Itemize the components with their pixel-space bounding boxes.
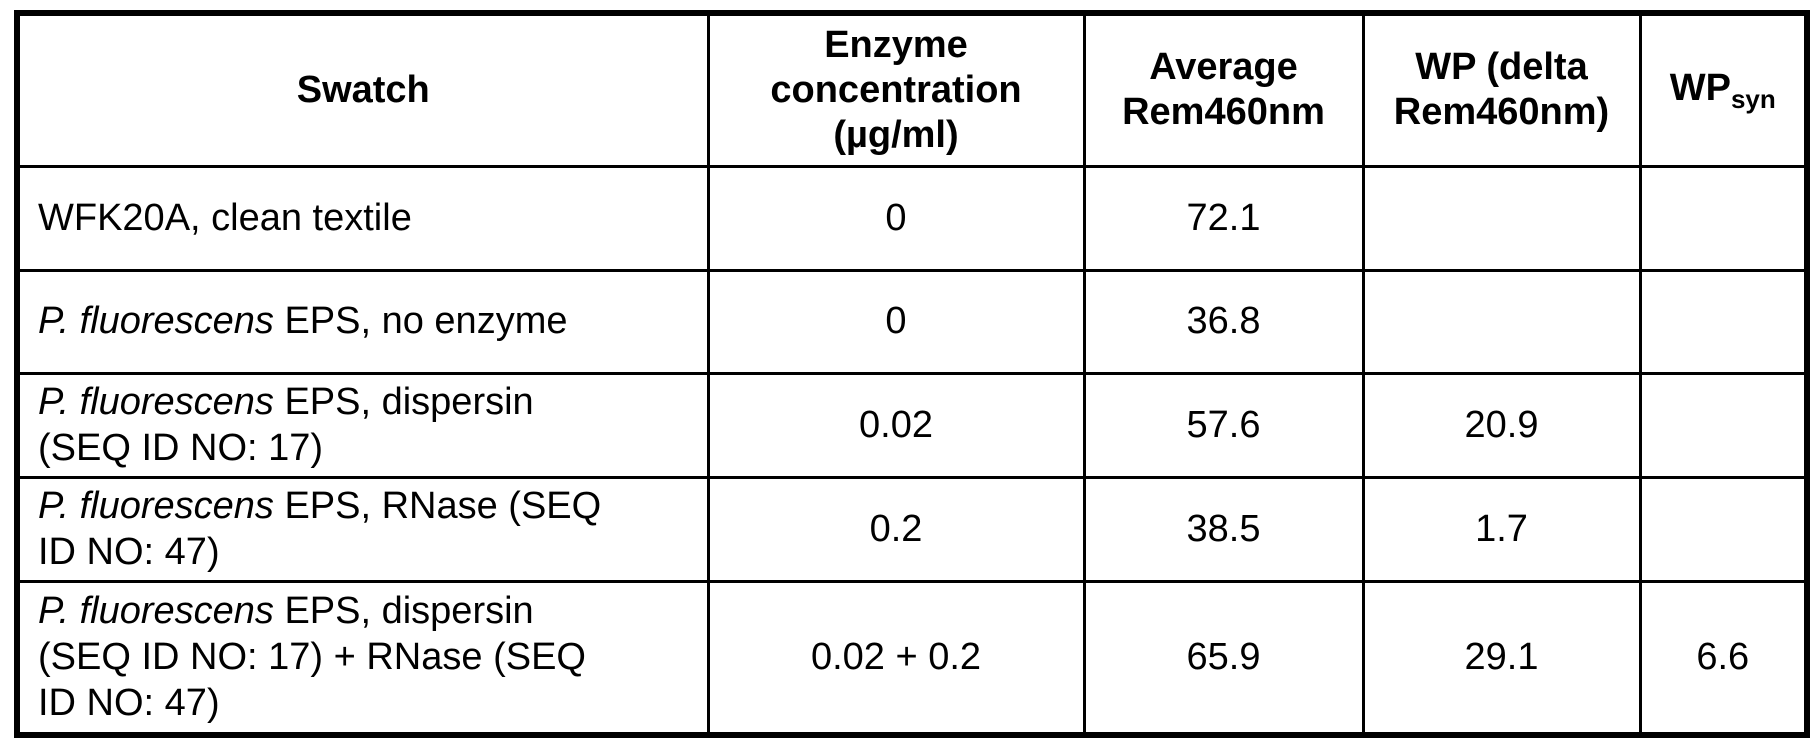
wp-syn-cell [1638, 371, 1809, 479]
enzyme-concentration-cell: 0 [706, 268, 1086, 375]
wp-delta-rem460nm-cell: 20.9 [1361, 371, 1642, 479]
wp-delta-rem460nm-cell: 29.1 [1361, 579, 1642, 737]
wp-delta-rem460nm-cell [1361, 164, 1642, 272]
wp-syn-cell [1638, 475, 1809, 583]
swatch-description: WFK20A, clean textile [38, 196, 412, 239]
average-rem460nm-cell: 72.1 [1082, 164, 1365, 272]
swatch-cell: P. fluorescens EPS, no enzyme [15, 268, 710, 375]
wp-syn-label-subscript: syn [1730, 83, 1776, 114]
table-row-eps-rnase: P. fluorescens EPS, RNase (SEQ ID NO: 47… [15, 475, 1809, 583]
average-rem460nm-cell: 36.8 [1082, 268, 1365, 375]
swatch-species-name: P. fluorescens [38, 589, 274, 632]
swatch-cell: P. fluorescens EPS, RNase (SEQ ID NO: 47… [15, 475, 710, 583]
column-header-wp-delta-rem460nm: WP (delta Rem460nm) [1361, 11, 1642, 168]
swatch-species-name: P. fluorescens [38, 484, 274, 527]
swatch-description: EPS, dispersin (SEQ ID NO: 17) [38, 380, 534, 469]
swatch-description: EPS, no enzyme [273, 300, 568, 343]
swatch-cell: WFK20A, clean textile [15, 164, 710, 272]
swatch-description: EPS, RNase (SEQ ID NO: 47) [38, 484, 602, 573]
enzyme-concentration-cell: 0.02 [706, 371, 1086, 479]
wp-syn-cell: 6.6 [1638, 579, 1809, 737]
column-header-swatch: Swatch [15, 11, 710, 168]
wp-syn-label-main: WP [1669, 66, 1731, 109]
enzyme-washing-performance-table: Swatch Enzyme concentration (µg/ml) Aver… [14, 10, 1810, 738]
wp-delta-rem460nm-cell [1361, 268, 1642, 375]
table-row-eps-no-enzyme: P. fluorescens EPS, no enzyme 0 36.8 [15, 268, 1809, 375]
wp-syn-cell [1638, 268, 1809, 375]
table-header-row: Swatch Enzyme concentration (µg/ml) Aver… [15, 11, 1809, 168]
swatch-cell: P. fluorescens EPS, dispersin (SEQ ID NO… [15, 579, 710, 737]
enzyme-concentration-cell: 0.02 + 0.2 [706, 579, 1086, 737]
table-row-wfk20a-clean-textile: WFK20A, clean textile 0 72.1 [15, 164, 1809, 272]
average-rem460nm-cell: 65.9 [1082, 579, 1365, 737]
average-rem460nm-cell: 57.6 [1082, 371, 1365, 479]
swatch-description: EPS, dispersin (SEQ ID NO: 17) + RNase (… [38, 589, 586, 725]
swatch-species-name: P. fluorescens [38, 380, 274, 423]
swatch-cell: P. fluorescens EPS, dispersin (SEQ ID NO… [15, 371, 710, 479]
table-row-eps-dispersin: P. fluorescens EPS, dispersin (SEQ ID NO… [15, 371, 1809, 479]
column-header-wp-syn: WPsyn [1638, 11, 1809, 168]
enzyme-concentration-cell: 0 [706, 164, 1086, 272]
average-rem460nm-cell: 38.5 [1082, 475, 1365, 583]
enzyme-concentration-cell: 0.2 [706, 475, 1086, 583]
swatch-species-name: P. fluorescens [38, 300, 274, 343]
wp-delta-rem460nm-cell: 1.7 [1361, 475, 1642, 583]
column-header-average-rem460nm: Average Rem460nm [1082, 11, 1365, 168]
column-header-enzyme-concentration: Enzyme concentration (µg/ml) [706, 11, 1086, 168]
table-row-eps-dispersin-plus-rnase: P. fluorescens EPS, dispersin (SEQ ID NO… [15, 579, 1809, 737]
wp-syn-cell [1638, 164, 1809, 272]
